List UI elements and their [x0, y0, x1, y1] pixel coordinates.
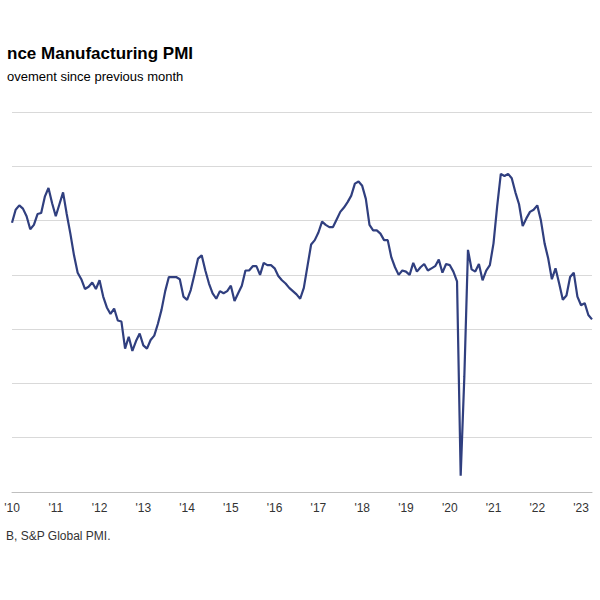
svg-text:'17: '17 [311, 501, 327, 515]
svg-text:nce Manufacturing PMI: nce Manufacturing PMI [7, 44, 193, 63]
svg-text:B, S&P Global PMI.: B, S&P Global PMI. [6, 529, 111, 543]
svg-text:'12: '12 [92, 501, 108, 515]
svg-text:ovement since previous month: ovement since previous month [7, 69, 183, 84]
svg-text:'22: '22 [529, 501, 545, 515]
svg-text:'13: '13 [136, 501, 152, 515]
svg-text:'10: '10 [4, 501, 20, 515]
svg-text:'23: '23 [573, 501, 589, 515]
svg-text:'16: '16 [267, 501, 283, 515]
svg-text:'11: '11 [48, 501, 63, 515]
svg-text:'18: '18 [354, 501, 370, 515]
svg-text:'19: '19 [398, 501, 414, 515]
svg-text:'20: '20 [442, 501, 458, 515]
svg-text:'14: '14 [179, 501, 195, 515]
svg-text:'21: '21 [486, 501, 502, 515]
svg-text:'15: '15 [223, 501, 239, 515]
